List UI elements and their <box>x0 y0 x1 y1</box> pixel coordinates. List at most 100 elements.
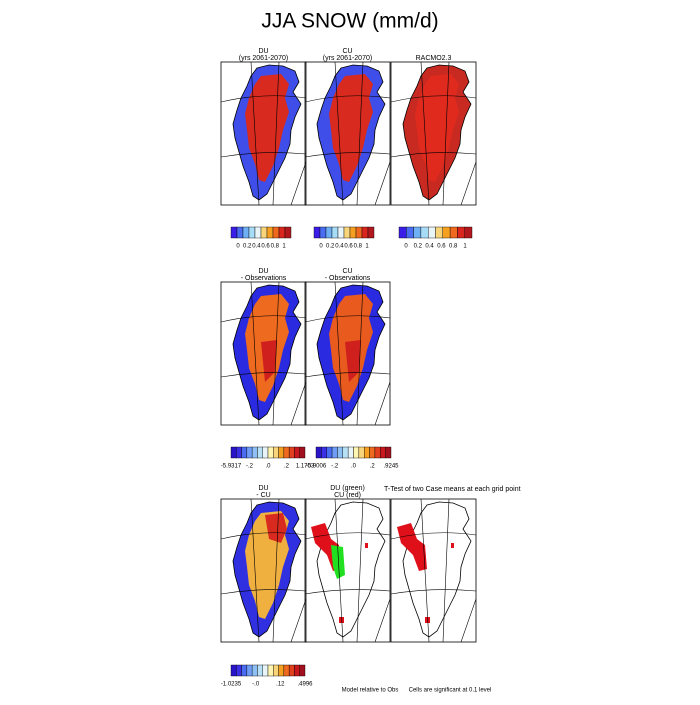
colorbar-swatch <box>230 226 238 239</box>
colorbar-label: 0 <box>404 244 408 250</box>
region <box>261 340 277 382</box>
colorbar-label: 0.2 <box>414 244 423 250</box>
colorbar-label: .0 <box>351 464 357 470</box>
map-content <box>391 62 476 205</box>
colorbar-label: 0 <box>236 244 240 250</box>
panel-frame <box>304 61 391 206</box>
land <box>316 501 386 638</box>
colorbar-swatch <box>241 446 248 459</box>
colorbar-label: 0 <box>319 244 323 250</box>
colorbar-label: 0.8 <box>271 244 280 250</box>
colorbar-label: .4996 <box>297 682 313 688</box>
colorbar-swatch <box>331 446 338 459</box>
map-panel <box>220 498 307 643</box>
colorbar-swatch <box>260 226 268 239</box>
sig-red <box>397 523 427 571</box>
colorbar-swatch <box>406 226 414 239</box>
map-content <box>221 62 306 205</box>
panel-title: (yrs 2061-2070) <box>323 55 372 62</box>
colorbar-swatch <box>283 664 290 677</box>
colorbar-label: 0.4 <box>335 244 344 250</box>
panel-title: DU <box>258 48 268 55</box>
colorbar-label: 0.6 <box>344 244 353 250</box>
land <box>402 501 472 638</box>
colorbar-label: 1.1703 <box>296 464 315 470</box>
colorbar-label: 0.8 <box>354 244 363 250</box>
figure-title: JJA SNOW (mm/d) <box>261 10 438 33</box>
colorbar-swatch <box>288 446 295 459</box>
panel-title: CU <box>342 48 352 55</box>
colorbar-swatch <box>294 446 300 459</box>
map-panel <box>304 61 391 206</box>
colorbar-swatch <box>428 226 436 239</box>
colorbar-label: 0.8 <box>449 244 458 250</box>
colorbar-label: -.2 <box>331 464 339 470</box>
colorbar-label: .2 <box>370 464 376 470</box>
colorbar-swatch <box>284 226 292 239</box>
colorbar-label: -5.9317 <box>221 464 242 470</box>
note: Model relative to Obs <box>342 688 399 694</box>
map-content <box>305 499 390 642</box>
sig-red <box>365 543 368 548</box>
map-panel <box>220 61 307 206</box>
colorbar-swatch <box>278 664 285 677</box>
colorbar-swatch <box>358 446 365 459</box>
panel-title: DU <box>258 485 268 492</box>
colorbar-label: -.2 <box>246 464 254 470</box>
colorbar-swatch <box>278 446 285 459</box>
note: Cells are significant at 0.1 level <box>409 688 492 694</box>
colorbar-swatch <box>385 446 392 459</box>
colorbar-swatch <box>262 664 269 677</box>
colorbar-label: 1 <box>282 244 286 250</box>
map-content <box>305 282 390 425</box>
colorbar-label: -5.9006 <box>306 464 327 470</box>
colorbar-swatch <box>449 226 458 239</box>
colorbar-swatch <box>299 446 306 459</box>
panel-title: CU (red) <box>334 492 361 499</box>
colorbar-label: 0.4 <box>252 244 261 250</box>
panel-frame <box>390 498 477 643</box>
colorbar-swatch <box>257 446 263 459</box>
map-content <box>221 499 306 642</box>
sig-green <box>331 545 345 579</box>
colorbar-swatch <box>230 446 237 459</box>
colorbar-label: 1 <box>463 244 467 250</box>
colorbar-swatch <box>355 226 363 239</box>
map-panel <box>390 498 477 643</box>
colorbar-swatch <box>313 226 321 239</box>
colorbar-swatch <box>267 664 274 677</box>
panel-frame <box>304 498 391 643</box>
colorbar-swatch <box>321 446 327 459</box>
panel-title: - CU <box>256 492 270 499</box>
colorbar-swatch <box>343 226 351 239</box>
panel-frame <box>220 498 307 643</box>
colorbar-swatch <box>254 226 262 239</box>
colorbar-swatch <box>236 446 242 459</box>
map-content <box>391 499 476 642</box>
panel-title: (yrs 2061-2070) <box>239 55 288 62</box>
region <box>265 513 287 543</box>
colorbar-swatch <box>442 226 451 239</box>
colorbar-swatch <box>246 446 253 459</box>
colorbar-label: .9245 <box>383 464 399 470</box>
panel-title: DU <box>258 268 268 275</box>
panel-title: - Observations <box>241 275 287 282</box>
colorbar-swatch <box>315 446 322 459</box>
map-panel <box>304 498 391 643</box>
panel-note: T-Test of two Case means at each grid po… <box>384 486 521 493</box>
colorbar-swatch <box>294 664 300 677</box>
map-panel <box>304 281 391 426</box>
colorbar-swatch <box>326 446 333 459</box>
map-panel <box>390 61 477 206</box>
colorbar-label: .12 <box>276 682 285 688</box>
colorbar-swatch <box>349 226 357 239</box>
colorbar-swatch <box>364 446 370 459</box>
colorbar-label: -.0 <box>252 682 260 688</box>
colorbar-swatch <box>367 226 375 239</box>
region <box>345 340 361 382</box>
colorbar-swatch <box>242 226 250 239</box>
panel-frame <box>220 281 307 426</box>
colorbar-swatch <box>464 226 473 239</box>
panel-title: RACMO2.3 <box>416 55 452 62</box>
